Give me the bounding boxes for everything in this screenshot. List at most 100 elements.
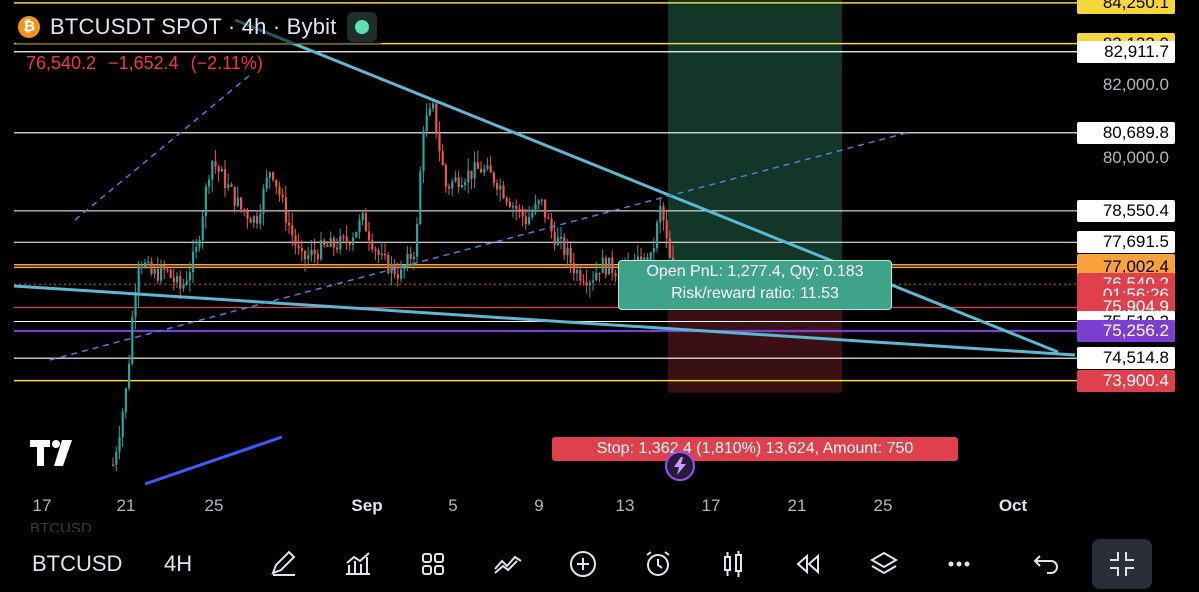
bitcoin-icon: ₿ xyxy=(18,16,40,38)
candle-body xyxy=(486,165,489,169)
candle-body xyxy=(364,213,367,232)
market-status-icon[interactable] xyxy=(346,12,377,42)
price-tag: 73,900.4 xyxy=(1077,369,1175,392)
bottom-toolbar: BTCUSD 4H xyxy=(0,532,1199,592)
alert-clock-button[interactable] xyxy=(638,544,678,584)
lightning-bolt-icon[interactable] xyxy=(665,451,695,481)
candle-body xyxy=(243,209,246,212)
layers-button[interactable] xyxy=(864,544,904,584)
candle-body xyxy=(476,162,479,169)
candle-body xyxy=(224,169,227,189)
candle-body xyxy=(313,249,316,254)
candle-type-button[interactable] xyxy=(713,544,753,584)
candle-body xyxy=(403,267,406,270)
add-plus-button[interactable] xyxy=(563,544,603,584)
candle-body xyxy=(160,265,163,281)
undo-button[interactable] xyxy=(1026,544,1066,584)
candle-body xyxy=(316,253,319,260)
candle-body xyxy=(636,256,639,262)
descending-trendline xyxy=(234,18,1059,354)
candle-body xyxy=(662,206,665,221)
symbol-header[interactable]: ₿ BTCUSDT SPOT · 4h · Bybit xyxy=(14,10,383,44)
candle-body xyxy=(656,222,659,249)
candle-body xyxy=(352,237,355,245)
candle-body xyxy=(521,208,524,217)
candle-body xyxy=(588,282,591,286)
price-tag: 82,000.0 xyxy=(1102,75,1169,94)
candle-body xyxy=(358,220,361,232)
compare-button[interactable] xyxy=(488,544,528,584)
candle-body xyxy=(118,437,121,452)
chart-area[interactable]: ₿ BTCUSDT SPOT · 4h · Bybit 76,540.2 −1,… xyxy=(0,0,1199,490)
date-label: 25 xyxy=(873,496,893,515)
symbol-title: BTCUSDT SPOT · 4h · Bybit xyxy=(50,14,337,39)
candle-body xyxy=(150,261,153,274)
candle-body xyxy=(320,240,323,260)
interval-button[interactable]: 4H xyxy=(164,551,193,576)
candle-body xyxy=(560,237,563,239)
candle-body xyxy=(140,266,143,268)
candle-body xyxy=(460,185,463,188)
candle-body xyxy=(601,257,604,273)
candle-body xyxy=(336,247,339,250)
candle-body xyxy=(278,186,281,196)
candle-body xyxy=(147,261,150,264)
candle-body xyxy=(384,253,387,256)
candle-body xyxy=(326,245,329,247)
candle-body xyxy=(540,199,543,201)
price-tag: 82,911.7 xyxy=(1077,40,1175,63)
templates-grid-button[interactable] xyxy=(413,544,453,584)
candle-body xyxy=(665,220,668,239)
candle-body xyxy=(598,272,601,275)
price-tag: 75,256.2 xyxy=(1077,320,1175,343)
candle-body xyxy=(649,252,652,267)
replay-button[interactable] xyxy=(788,544,828,584)
candle-body xyxy=(614,272,617,277)
candle-body xyxy=(438,134,441,152)
candle-body xyxy=(121,412,124,438)
date-label: 17 xyxy=(701,496,721,515)
indicators-icon xyxy=(346,552,370,575)
date-label: Oct xyxy=(998,496,1028,515)
open-pnl-text: Open PnL: 1,277.4, Qty: 0.183 xyxy=(646,263,864,280)
candle-body xyxy=(131,316,134,364)
candle-body xyxy=(275,179,278,187)
blue-ray-line xyxy=(144,435,283,486)
candle-body xyxy=(156,268,159,281)
candle-body xyxy=(380,253,383,256)
candle-body xyxy=(483,168,486,173)
replay-icon xyxy=(796,553,819,575)
position-pnl-label[interactable]: Open PnL: 1,277.4, Qty: 0.183 Risk/rewar… xyxy=(618,260,892,310)
candle-body xyxy=(284,197,287,223)
candle-body xyxy=(310,249,313,256)
fullscreen-exit-button[interactable] xyxy=(1092,539,1152,589)
candle-body xyxy=(128,363,131,389)
candle-body xyxy=(390,263,393,274)
candle-body xyxy=(348,242,351,245)
candle-body xyxy=(134,295,137,317)
draw-pen-button[interactable] xyxy=(264,544,304,584)
candle-body xyxy=(537,200,540,204)
candle-body xyxy=(211,161,214,180)
price-change: −1,652.4 xyxy=(108,53,179,73)
candle-body xyxy=(480,168,483,173)
candle-body xyxy=(556,237,559,246)
candle-body xyxy=(230,184,233,187)
candle-body xyxy=(268,172,271,178)
candle-body xyxy=(435,103,438,135)
draw-pen-icon xyxy=(271,550,296,576)
candle-body xyxy=(492,172,495,183)
indicators-button[interactable] xyxy=(338,544,378,584)
stop-loss-label[interactable]: Stop: 1,362.4 (1,810%) 13,624, Amount: 7… xyxy=(552,437,958,461)
candle-body xyxy=(515,205,518,209)
candle-body xyxy=(115,451,118,465)
candle-body xyxy=(288,222,291,226)
date-label: 25 xyxy=(204,496,224,515)
candle-body xyxy=(300,247,303,251)
price-tag: 80,000.0 xyxy=(1102,148,1169,167)
more-button[interactable] xyxy=(939,544,979,584)
candle-body xyxy=(569,248,572,263)
symbol-button[interactable]: BTCUSD xyxy=(32,551,123,576)
date-axis[interactable]: 17 21 25 Sep 5 9 13 17 21 25 Oct xyxy=(0,496,1199,522)
candle-body xyxy=(518,208,521,211)
